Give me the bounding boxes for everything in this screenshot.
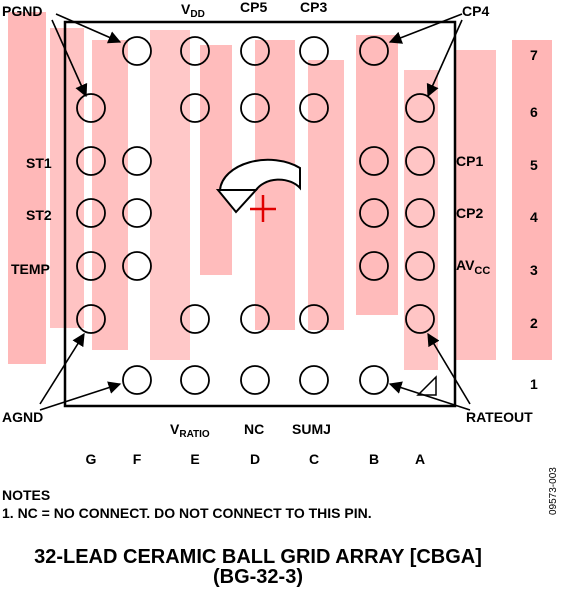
ball-b4 xyxy=(359,198,389,228)
figure-title-line-1: 32-LEAD CERAMIC BALL GRID ARRAY [CBGA] xyxy=(34,546,482,568)
leader-rateout xyxy=(427,332,471,405)
ball-a6 xyxy=(405,93,435,123)
figure-title-line-2: (BG-32-3) xyxy=(213,566,303,588)
pin-label-temp: TEMP xyxy=(11,261,50,277)
leader-pgnd-2 xyxy=(51,19,88,98)
ball-d6 xyxy=(240,93,270,123)
row-label: 7 xyxy=(530,47,538,63)
ball-b5 xyxy=(359,146,389,176)
rotation-direction-icon xyxy=(215,158,301,214)
column-label: B xyxy=(369,451,379,467)
row-label: 3 xyxy=(530,262,538,278)
row-label: 2 xyxy=(530,315,538,331)
column-label: A xyxy=(415,451,425,467)
ball-g4 xyxy=(76,198,106,228)
row-number-labels: 7 6 5 4 3 2 1 xyxy=(530,47,538,392)
ball-g2 xyxy=(76,304,106,334)
ball-c7 xyxy=(299,36,329,66)
pin-label-avcc: AVCC xyxy=(456,257,490,277)
pin-label-nc: NC xyxy=(244,421,264,437)
leader-cp4 xyxy=(388,13,463,44)
ball-f1 xyxy=(122,365,152,395)
figure-code: 09573-003 xyxy=(548,467,559,515)
ball-a4 xyxy=(405,198,435,228)
package-outline xyxy=(63,20,457,408)
leader-rateout-2 xyxy=(388,381,471,411)
row-label: 4 xyxy=(530,209,538,225)
ball-f4 xyxy=(122,198,152,228)
ball-a3 xyxy=(405,251,435,281)
pin-label-avcc-sub: CC xyxy=(474,265,490,277)
column-label: C xyxy=(309,451,319,467)
pin-a1-corner-marker xyxy=(416,375,437,396)
column-label: D xyxy=(250,451,260,467)
ball-b1 xyxy=(359,365,389,395)
center-crosshair-icon xyxy=(250,195,276,222)
notes-line-1: 1. NC = NO CONNECT. DO NOT CONNECT TO TH… xyxy=(2,505,372,521)
pin-label-vratio-sub: RATIO xyxy=(179,429,210,440)
ball-f7 xyxy=(122,36,152,66)
pin-label-vratio: VRATIO xyxy=(170,421,210,440)
pin-label-cp4: CP4 xyxy=(462,3,489,19)
ball-g6 xyxy=(76,93,106,123)
row-label: 5 xyxy=(530,157,538,173)
ball-a5 xyxy=(405,146,435,176)
pin-label-cp3: CP3 xyxy=(300,0,327,15)
ball-d2 xyxy=(240,304,270,334)
row-label: 6 xyxy=(530,104,538,120)
leader-cp4-2 xyxy=(426,19,463,98)
ball-d1 xyxy=(240,365,270,395)
pin-label-pgnd: PGND xyxy=(2,3,42,19)
pin-label-cp2: CP2 xyxy=(456,205,483,221)
ball-e7 xyxy=(180,36,210,66)
leader-agnd xyxy=(39,332,85,405)
pin-label-vdd-main: V xyxy=(181,1,191,17)
ball-grid xyxy=(76,36,435,395)
ball-b7 xyxy=(359,36,389,66)
pin-label-cp5: CP5 xyxy=(240,0,267,15)
pin-label-st1: ST1 xyxy=(26,155,52,171)
pin-label-sumj: SUMJ xyxy=(292,421,331,437)
ball-b3 xyxy=(359,251,389,281)
pin-label-avcc-main: AV xyxy=(456,257,475,273)
ball-e6 xyxy=(180,93,210,123)
ball-d7 xyxy=(240,36,270,66)
column-label: E xyxy=(190,451,199,467)
ball-e2 xyxy=(180,304,210,334)
watermark-overlay xyxy=(8,12,552,370)
pin-label-vratio-main: V xyxy=(170,421,180,437)
pin-label-vdd: VDD xyxy=(181,1,205,20)
row-label: 1 xyxy=(530,376,538,392)
pin-label-agnd: AGND xyxy=(2,409,43,425)
ball-c1 xyxy=(299,365,329,395)
ball-c2 xyxy=(299,304,329,334)
pin-label-vdd-sub: DD xyxy=(190,9,204,20)
pin-label-cp1: CP1 xyxy=(456,153,483,169)
ball-e1 xyxy=(180,365,210,395)
ball-c6 xyxy=(299,93,329,123)
pin-label-rateout: RATEOUT xyxy=(466,409,533,425)
column-label: F xyxy=(133,451,142,467)
ball-f5 xyxy=(122,146,152,176)
ball-g3 xyxy=(76,251,106,281)
ball-a2 xyxy=(405,304,435,334)
leader-agnd-2 xyxy=(39,381,122,411)
ball-g5 xyxy=(76,146,106,176)
column-label: G xyxy=(86,451,97,467)
ball-f3 xyxy=(122,251,152,281)
notes-heading: NOTES xyxy=(2,487,50,503)
pin-label-st2: ST2 xyxy=(26,207,52,223)
leader-pgnd xyxy=(55,13,122,44)
